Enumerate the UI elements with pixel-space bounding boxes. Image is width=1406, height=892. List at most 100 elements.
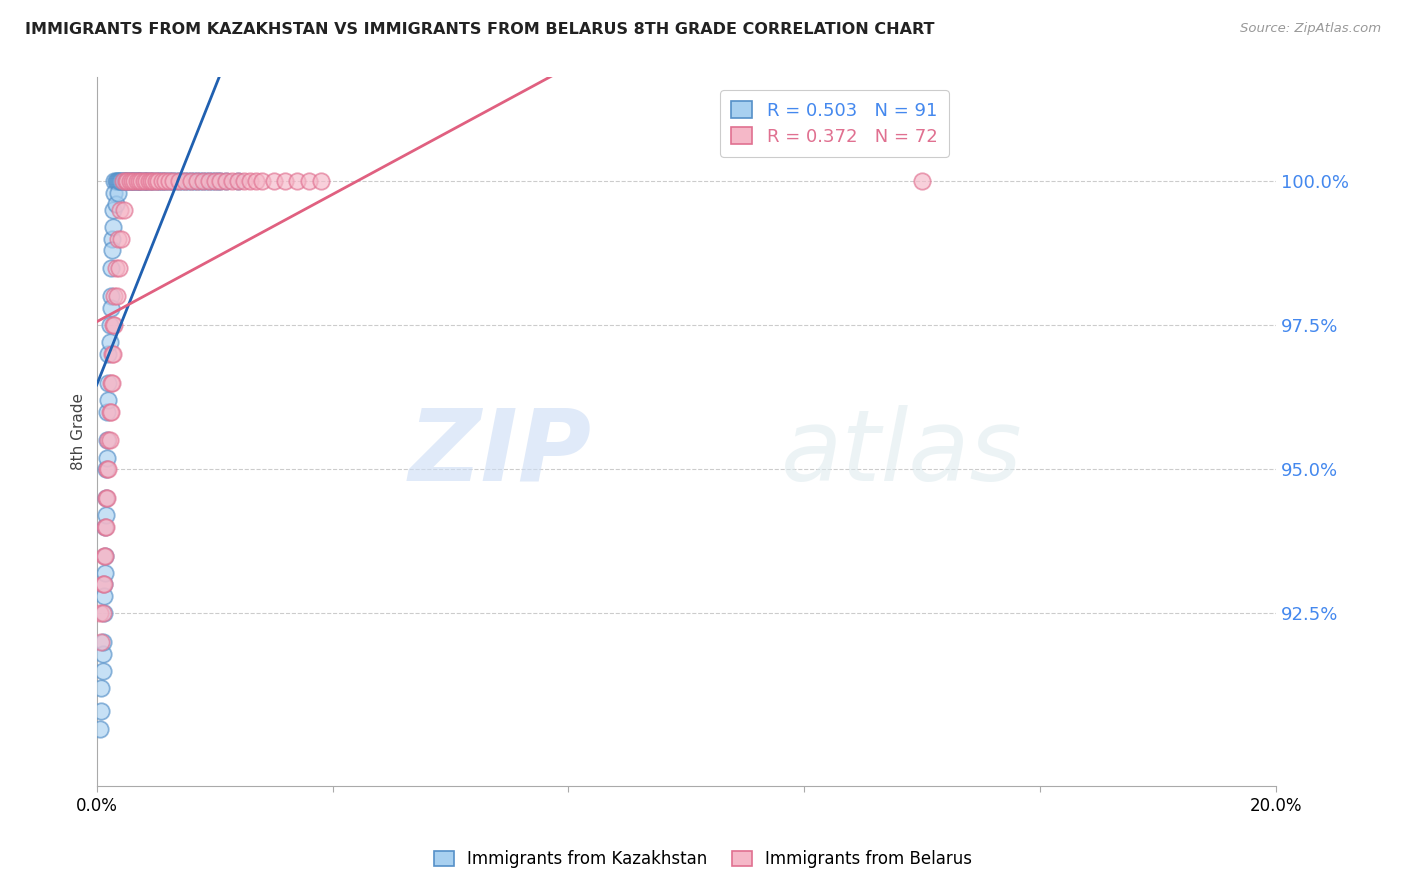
Point (94, 491, 117, 505)
Point (101, 220, 124, 235)
Point (124, 174, 146, 188)
Point (150, 174, 173, 188)
Point (162, 174, 184, 188)
Point (100, 289, 122, 303)
Point (142, 174, 165, 188)
Point (298, 174, 321, 188)
Point (110, 202, 132, 217)
Point (110, 232, 132, 246)
Y-axis label: 8th Grade: 8th Grade (72, 393, 86, 470)
Point (96, 434, 118, 448)
Point (104, 174, 127, 188)
Point (89, 722, 111, 736)
Point (135, 174, 157, 188)
Point (239, 174, 262, 188)
Point (131, 174, 153, 188)
Point (93, 589, 115, 603)
Point (96, 462, 118, 476)
Point (186, 174, 208, 188)
Point (117, 174, 139, 188)
Point (124, 174, 146, 188)
Point (160, 174, 183, 188)
Text: atlas: atlas (780, 405, 1022, 501)
Point (97, 434, 120, 448)
Point (101, 202, 124, 217)
Point (112, 202, 135, 217)
Point (101, 347, 124, 361)
Point (100, 376, 122, 390)
Point (118, 174, 141, 188)
Point (93, 577, 115, 591)
Point (285, 174, 308, 188)
Point (139, 174, 162, 188)
Point (94, 462, 117, 476)
Point (138, 174, 160, 188)
Point (89, 607, 111, 621)
Point (153, 174, 176, 188)
Point (101, 376, 124, 390)
Point (204, 174, 226, 188)
Point (91, 577, 114, 591)
Point (111, 174, 134, 188)
Point (191, 174, 214, 188)
Point (139, 174, 162, 188)
Point (183, 174, 205, 188)
Point (180, 174, 202, 188)
Point (155, 174, 177, 188)
Point (98, 318, 121, 333)
Point (96, 491, 118, 505)
Point (188, 174, 211, 188)
Point (96, 450, 118, 465)
Point (122, 174, 145, 188)
Point (207, 174, 229, 188)
Point (111, 174, 134, 188)
Point (127, 174, 149, 188)
Point (94, 520, 117, 534)
Point (107, 186, 129, 200)
Point (94, 520, 117, 534)
Point (131, 174, 153, 188)
Text: ZIP: ZIP (409, 405, 592, 501)
Point (132, 174, 155, 188)
Point (150, 174, 173, 188)
Point (118, 174, 141, 188)
Point (115, 174, 138, 188)
Point (121, 174, 143, 188)
Point (165, 174, 187, 188)
Point (142, 174, 165, 188)
Point (107, 232, 129, 246)
Point (101, 318, 124, 333)
Point (93, 549, 115, 563)
Point (167, 174, 190, 188)
Point (98, 335, 121, 350)
Point (153, 174, 176, 188)
Point (107, 174, 129, 188)
Point (104, 197, 127, 211)
Point (108, 260, 131, 275)
Point (174, 174, 197, 188)
Point (103, 318, 125, 333)
Point (201, 174, 224, 188)
Point (97, 462, 120, 476)
Point (103, 186, 125, 200)
Point (103, 174, 125, 188)
Point (104, 260, 127, 275)
Point (105, 289, 128, 303)
Point (96, 404, 118, 418)
Point (94, 549, 117, 563)
Point (90, 704, 112, 718)
Point (197, 174, 219, 188)
Point (110, 174, 132, 188)
Point (138, 174, 160, 188)
Point (100, 260, 122, 275)
Point (101, 244, 124, 258)
Point (101, 232, 124, 246)
Point (245, 174, 267, 188)
Point (103, 289, 125, 303)
Point (136, 174, 159, 188)
Point (911, 174, 934, 188)
Point (221, 174, 243, 188)
Point (197, 174, 219, 188)
Point (114, 174, 136, 188)
Point (100, 404, 122, 418)
